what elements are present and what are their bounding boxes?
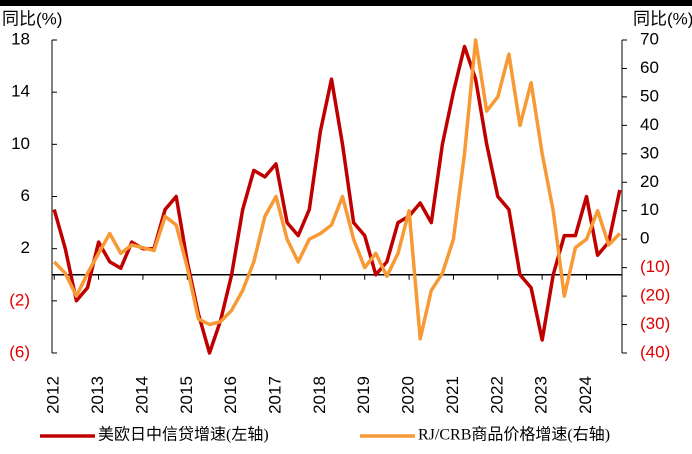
x-tick-label: 2012	[44, 376, 63, 414]
y2-tick-label: (10)	[640, 257, 670, 276]
x-tick-label: 2020	[399, 376, 418, 414]
top-bar	[0, 0, 692, 6]
y2-tick-label: (20)	[640, 286, 670, 305]
x-tick-label: 2016	[221, 376, 240, 414]
y2-tick-label: 20	[640, 172, 659, 191]
y-tick-label: (2)	[9, 290, 30, 309]
y-tick-label: 10	[11, 134, 30, 153]
y2-tick-label: 0	[640, 229, 649, 248]
y-tick-label: 6	[21, 186, 30, 205]
legend-label: 美欧日中信贷增速(左轴)	[98, 426, 269, 444]
y2-tick-label: 30	[640, 143, 659, 162]
y2-tick-label: 60	[640, 58, 659, 77]
y2-axis-title: 同比(%)	[633, 9, 692, 28]
y-tick-label: 18	[11, 29, 30, 48]
x-tick-label: 2015	[177, 376, 196, 414]
x-tick-label: 2017	[265, 376, 284, 414]
x-tick-label: 2023	[532, 376, 551, 414]
y2-tick-label: 70	[640, 29, 659, 48]
x-tick-label: 2021	[443, 376, 462, 414]
x-tick-label: 2018	[310, 376, 329, 414]
y-axis-title: 同比(%)	[2, 9, 62, 28]
y-tick-label: 14	[11, 82, 30, 101]
y2-tick-label: 40	[640, 115, 659, 134]
x-tick-label: 2019	[354, 376, 373, 414]
legend-label: RJ/CRB商品价格增速(右轴)	[418, 426, 610, 444]
y2-tick-label: 50	[640, 86, 659, 105]
y2-tick-label: 10	[640, 200, 659, 219]
y-tick-label: (6)	[9, 342, 30, 361]
y2-tick-label: (40)	[640, 342, 670, 361]
x-tick-label: 2013	[88, 376, 107, 414]
x-tick-label: 2024	[576, 376, 595, 414]
x-tick-label: 2014	[132, 376, 151, 414]
series-line	[52, 38, 622, 341]
x-tick-label: 2022	[487, 376, 506, 414]
y2-tick-label: (30)	[640, 314, 670, 333]
y-tick-label: 2	[21, 238, 30, 257]
series-line	[52, 44, 622, 355]
